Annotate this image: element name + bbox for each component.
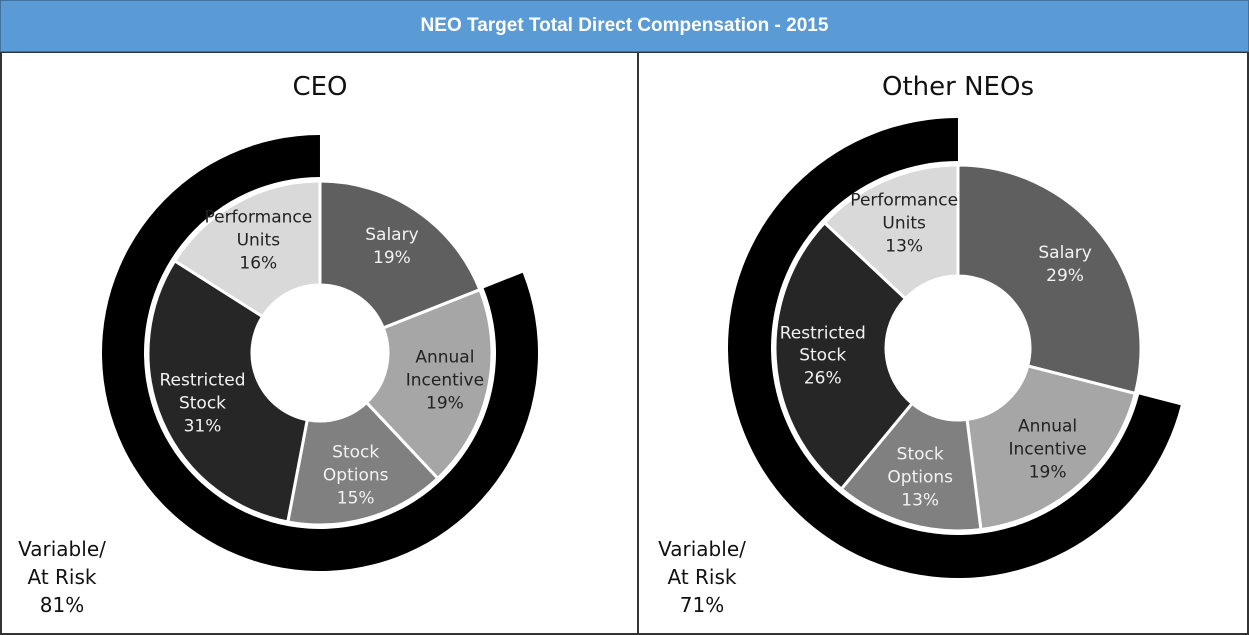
ring-label: Variable/ At Risk 71% — [652, 535, 752, 619]
slice-value: 31% — [183, 416, 222, 437]
slice-value: 16% — [239, 253, 278, 274]
donut-slice — [822, 163, 960, 301]
slice-category: Restricted Stock — [159, 370, 246, 414]
slice-category: Annual Incentive — [1008, 416, 1087, 460]
slice-label: Salary 29% — [1038, 242, 1091, 288]
slice-label: Restricted Stock 26% — [780, 322, 866, 391]
slice-label: Salary 19% — [365, 224, 418, 270]
chart-title: CEO — [292, 72, 348, 102]
donut-slice — [364, 287, 494, 481]
ring-value: 71% — [679, 593, 725, 617]
slice-category: Salary — [365, 225, 419, 246]
slice-category: Performance Units — [850, 190, 959, 234]
ring-name: Variable/ At Risk — [658, 537, 746, 589]
donut-slice — [839, 401, 983, 533]
slice-value: 19% — [1028, 462, 1067, 483]
slice-label: Performance Units 16% — [204, 206, 312, 275]
slice-category: Salary — [1038, 243, 1092, 263]
slice-label: Stock Options 15% — [323, 442, 389, 511]
donut-slice — [286, 400, 440, 527]
slice-category: Annual Incentive — [405, 347, 485, 391]
ring-label: Variable/ At Risk 81% — [12, 535, 112, 619]
donut-slice — [965, 364, 1138, 532]
slice-label: Stock Options 13% — [887, 444, 953, 513]
slice-value: 19% — [426, 393, 464, 414]
slice-value: 19% — [373, 248, 411, 269]
slice-label: Performance Units 13% — [850, 189, 958, 258]
slice-category: Restricted Stock — [779, 323, 866, 367]
slice-category: Stock Options — [887, 444, 953, 488]
slice-value: 29% — [1046, 265, 1084, 286]
slice-label: Restricted Stock 31% — [160, 369, 246, 438]
donut-slice — [146, 258, 310, 524]
chart-title: Other NEOs — [882, 72, 1034, 102]
slice-value: 13% — [885, 236, 924, 257]
header-title: NEO Target Total Direct Compensation - 2… — [0, 0, 1249, 52]
slice-value: 15% — [336, 488, 375, 509]
slice-label: Annual Incentive 19% — [1008, 415, 1086, 484]
ring-value: 81% — [39, 593, 85, 617]
donut-slice — [773, 220, 915, 492]
frame — [0, 51, 1249, 635]
slice-category: Performance Units — [204, 207, 313, 251]
donut-slice — [172, 179, 322, 319]
slice-category: Stock Options — [322, 442, 389, 486]
donut-slice — [956, 163, 1143, 396]
donut-slice — [318, 179, 482, 330]
slice-value: 13% — [901, 490, 940, 511]
ring-name: Variable/ At Risk — [18, 537, 106, 589]
slice-label: Annual Incentive 19% — [406, 347, 484, 416]
slice-value: 26% — [803, 368, 842, 389]
